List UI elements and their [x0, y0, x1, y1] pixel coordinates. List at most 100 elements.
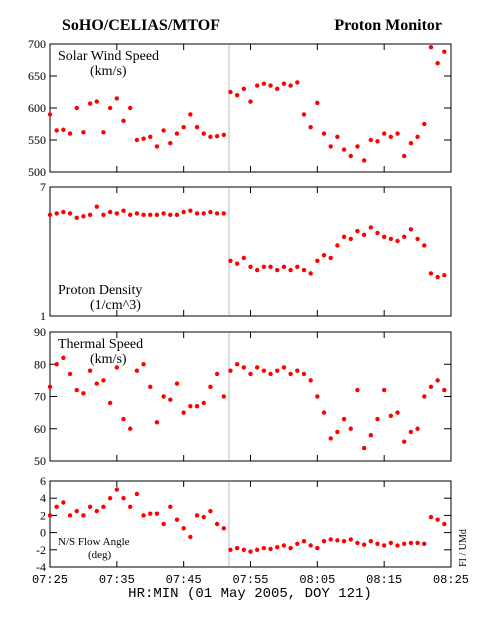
- data-point: [381, 387, 387, 393]
- data-point: [402, 234, 407, 240]
- data-point: [134, 368, 140, 373]
- data-point: [355, 228, 360, 234]
- data-point: [388, 236, 394, 242]
- data-point: [435, 378, 440, 383]
- data-point: [234, 93, 240, 98]
- data-point: [54, 128, 59, 133]
- data-point: [188, 534, 193, 540]
- data-point: [268, 83, 273, 88]
- data-point: [261, 368, 267, 373]
- data-point: [201, 131, 206, 136]
- data-point: [442, 273, 447, 278]
- data-point: [275, 545, 280, 550]
- data-point: [341, 234, 347, 240]
- data-point: [295, 541, 300, 546]
- data-point: [141, 362, 146, 367]
- data-point: [74, 387, 79, 393]
- data-point: [221, 211, 226, 216]
- data-point: [442, 387, 447, 393]
- data-point: [201, 211, 206, 216]
- data-point: [214, 133, 220, 139]
- data-point: [375, 230, 380, 236]
- data-point: [388, 134, 394, 139]
- data-point: [348, 537, 353, 542]
- data-point: [408, 141, 414, 146]
- data-point: [194, 125, 200, 130]
- data-point: [428, 384, 434, 390]
- data-point: [415, 540, 420, 546]
- data-point: [128, 212, 133, 218]
- data-point: [128, 426, 133, 431]
- data-point: [214, 521, 220, 527]
- data-point: [128, 504, 133, 509]
- data-point: [188, 112, 193, 117]
- data-point: [375, 139, 380, 144]
- data-point: [422, 243, 427, 248]
- data-point: [241, 365, 247, 370]
- y-tick-label: -4: [36, 560, 46, 574]
- data-point: [114, 96, 120, 101]
- data-point: [361, 445, 367, 451]
- data-point: [128, 105, 133, 111]
- data-point: [402, 439, 407, 444]
- data-point: [168, 212, 173, 218]
- data-point: [141, 212, 146, 218]
- data-point: [415, 236, 420, 242]
- data-point: [361, 158, 367, 163]
- data-point: [375, 541, 380, 546]
- y-tick-label: 650: [28, 69, 46, 83]
- data-point: [181, 209, 186, 215]
- data-point: [308, 378, 313, 383]
- data-point: [308, 271, 313, 276]
- data-point: [328, 537, 333, 542]
- data-point: [87, 212, 93, 218]
- data-point: [87, 504, 93, 509]
- data-point: [328, 144, 333, 149]
- data-point: [101, 130, 106, 135]
- panel-title: Proton Density: [58, 283, 142, 298]
- data-point: [241, 255, 247, 261]
- data-point: [261, 81, 267, 86]
- data-point: [234, 545, 240, 551]
- data-point: [101, 378, 106, 383]
- data-point: [422, 121, 427, 127]
- y-tick-label: 90: [34, 325, 46, 339]
- y-tick-label: 550: [28, 133, 46, 147]
- data-point: [214, 371, 220, 377]
- data-point: [134, 137, 140, 143]
- data-point: [321, 410, 327, 415]
- header-right: Proton Monitor: [334, 17, 442, 34]
- data-point: [388, 540, 394, 546]
- data-point: [154, 420, 160, 425]
- data-point: [268, 264, 273, 270]
- x-tick-label: 07:55: [232, 573, 268, 587]
- x-tick-label: 08:05: [299, 573, 335, 587]
- data-point: [428, 514, 434, 520]
- data-point: [67, 513, 73, 518]
- data-point: [395, 410, 400, 415]
- data-point: [288, 83, 293, 88]
- data-point: [201, 514, 206, 520]
- data-point: [301, 371, 307, 377]
- y-tick-label: 80: [34, 357, 46, 371]
- data-point: [208, 134, 213, 139]
- y-tick-label: 6: [40, 474, 46, 488]
- data-point: [94, 204, 99, 209]
- data-point: [408, 540, 414, 546]
- data-point: [428, 271, 434, 276]
- data-point: [248, 371, 253, 377]
- data-point: [228, 547, 233, 552]
- data-point: [301, 539, 307, 544]
- data-point: [87, 368, 93, 373]
- data-point: [54, 504, 59, 509]
- data-point: [408, 429, 414, 435]
- panel-unit: (deg): [88, 549, 112, 561]
- data-point: [301, 112, 307, 117]
- data-point: [101, 212, 106, 218]
- data-point: [335, 538, 340, 543]
- data-point: [241, 547, 247, 552]
- data-point: [415, 134, 420, 139]
- data-point: [261, 545, 267, 551]
- data-point: [107, 496, 113, 501]
- data-point: [381, 131, 387, 136]
